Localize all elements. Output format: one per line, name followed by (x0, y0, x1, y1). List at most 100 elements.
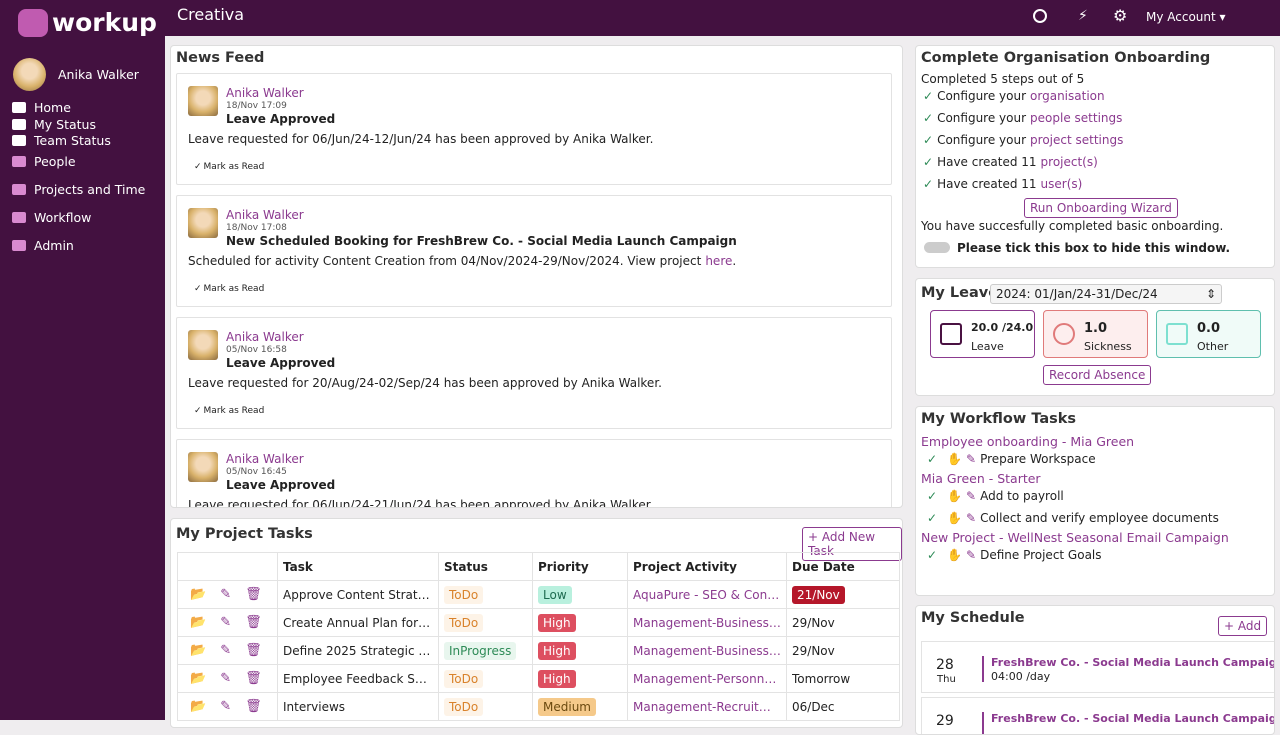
column-header: Priority (532, 552, 628, 581)
edit-icon[interactable]: ✎ (966, 452, 977, 466)
workflow-group[interactable]: Mia Green - Starter (921, 471, 1041, 486)
workflow-group[interactable]: New Project - WellNest Seasonal Email Ca… (921, 530, 1229, 545)
account-menu[interactable]: My Account ▾ (1146, 10, 1226, 24)
author[interactable]: Anika Walker (226, 452, 304, 466)
cell: High (532, 664, 628, 693)
mark-read[interactable]: ✓ Mark as Read (194, 162, 264, 172)
activity-link[interactable]: Management-Business Pla… (633, 643, 781, 658)
step-link[interactable]: project settings (1030, 133, 1124, 147)
period-select[interactable]: 2024: 01/Jan/24-31/Dec/24 ⇕ (990, 284, 1222, 304)
step-link[interactable]: people settings (1030, 111, 1123, 125)
add-schedule-button[interactable]: + Add (1218, 616, 1268, 636)
task-row: 📂✎🗑 Employee Feedback Sessi… ToDo High Manag… (177, 664, 900, 693)
nav-icon (12, 156, 26, 167)
panel-title: Complete Organisation Onboarding (921, 50, 1211, 66)
action-icon[interactable]: 📂 (190, 587, 221, 602)
cell: High (532, 636, 628, 665)
mark-read[interactable]: ✓ Mark as Read (194, 406, 264, 416)
check-icon: ✓ (927, 452, 938, 466)
user-avatar (13, 58, 46, 91)
step-link[interactable]: project(s) (1040, 155, 1098, 169)
activity-icon[interactable]: ⚡ (1078, 8, 1088, 24)
status-tag: ToDo (444, 669, 484, 688)
step-link[interactable]: user(s) (1040, 177, 1083, 191)
time: 18/Nov 17:08 (226, 223, 287, 233)
workflow-task: ✓ ✋ ✎ Add to payroll (927, 489, 1064, 503)
brand[interactable]: workup (18, 8, 157, 37)
period-label: 2024: 01/Jan/24-31/Dec/24 (996, 287, 1158, 301)
panel-title: News Feed (176, 50, 265, 66)
action-icon[interactable]: 🗑 (245, 699, 276, 714)
activity-link[interactable]: Management-Business Pla… (633, 615, 781, 630)
edit-icon[interactable]: ✎ (966, 489, 977, 503)
sidebar: workup Anika Walker Home My Status Team St… (0, 0, 165, 720)
schedule-title[interactable]: FreshBrew Co. - Social Media Launch Camp… (991, 712, 1275, 725)
action-icon[interactable]: ✎ (220, 643, 246, 658)
check-icon: ✓ (927, 511, 938, 525)
nav-item[interactable]: Workflow (12, 210, 91, 225)
action-icon[interactable]: ✎ (220, 587, 246, 602)
action-icon[interactable]: ✎ (220, 615, 246, 630)
hand-icon[interactable]: ✋ (947, 452, 963, 466)
hand-icon[interactable]: ✋ (947, 489, 963, 503)
edit-icon[interactable]: ✎ (966, 511, 977, 525)
schedule-title[interactable]: FreshBrew Co. - Social Media Launch Camp… (991, 656, 1275, 669)
action-icon[interactable]: 📂 (190, 615, 221, 630)
settings-icon[interactable]: ⚙ (1113, 6, 1128, 25)
cell-text: 29/Nov (792, 615, 835, 630)
column-header: Project Activity (627, 552, 787, 581)
activity-link[interactable]: Management-Personnel M… (633, 671, 781, 686)
activity-link[interactable]: Management-Recruitment (633, 699, 781, 714)
cell: ToDo (438, 664, 533, 693)
nav-icon (12, 119, 26, 130)
hide-label: Please tick this box to hide this window… (957, 241, 1231, 255)
edit-icon[interactable]: ✎ (966, 548, 977, 562)
nav-item[interactable]: Projects and Time (12, 182, 145, 197)
body-link[interactable]: here (705, 254, 733, 268)
hand-icon[interactable]: ✋ (947, 548, 963, 562)
leave-icon (1166, 323, 1188, 345)
hide-toggle[interactable] (924, 242, 950, 253)
user-name[interactable]: Anika Walker (58, 67, 139, 82)
heading: Leave Approved (226, 356, 336, 370)
nav-item[interactable]: My Status (12, 117, 96, 132)
cell: Management-Recruitment (627, 692, 787, 721)
help-icon[interactable] (1033, 9, 1047, 23)
nav-item[interactable]: Team Status (12, 133, 111, 148)
activity-link[interactable]: AquaPure - SEO & Content… (633, 587, 781, 602)
nav-item[interactable]: Home (12, 100, 71, 115)
hand-icon[interactable]: ✋ (947, 511, 963, 525)
leave-icon (1053, 323, 1075, 345)
action-icon[interactable]: 📂 (190, 643, 221, 658)
cell: InProgress (438, 636, 533, 665)
cell: Approve Content Strategy (277, 580, 439, 609)
mark-read[interactable]: ✓ Mark as Read (194, 284, 264, 294)
nav-label: Team Status (34, 133, 111, 148)
author[interactable]: Anika Walker (226, 86, 304, 100)
action-icon[interactable]: 📂 (190, 671, 221, 686)
row-actions: 📂✎🗑 (177, 608, 278, 637)
action-icon[interactable]: ✎ (220, 671, 246, 686)
nav-item[interactable]: Admin (12, 238, 74, 253)
action-icon[interactable]: ✎ (220, 699, 246, 714)
author-avatar (188, 86, 218, 116)
record-absence-button[interactable]: Record Absence (1043, 365, 1152, 385)
workflow-group[interactable]: Employee onboarding - Mia Green (921, 434, 1135, 449)
leave-icon (940, 323, 962, 345)
workflow-task: ✓ ✋ ✎ Prepare Workspace (927, 452, 1096, 466)
row-actions: 📂✎🗑 (177, 692, 278, 721)
action-icon[interactable]: 🗑 (245, 615, 276, 630)
status-tag: ToDo (444, 613, 484, 632)
workflow-tasks: My Workflow Tasks Employee onboarding - … (915, 406, 1275, 596)
nav-item[interactable]: People (12, 154, 76, 169)
action-icon[interactable]: 📂 (190, 699, 221, 714)
wizard-button[interactable]: Run Onboarding Wizard (1024, 198, 1178, 218)
action-icon[interactable]: 🗑 (245, 587, 276, 602)
step-text: Configure your (937, 89, 1027, 103)
author[interactable]: Anika Walker (226, 330, 304, 344)
action-icon[interactable]: 🗑 (245, 671, 276, 686)
author-avatar (188, 452, 218, 482)
author[interactable]: Anika Walker (226, 208, 304, 222)
step-link[interactable]: organisation (1030, 89, 1105, 103)
action-icon[interactable]: 🗑 (245, 643, 276, 658)
